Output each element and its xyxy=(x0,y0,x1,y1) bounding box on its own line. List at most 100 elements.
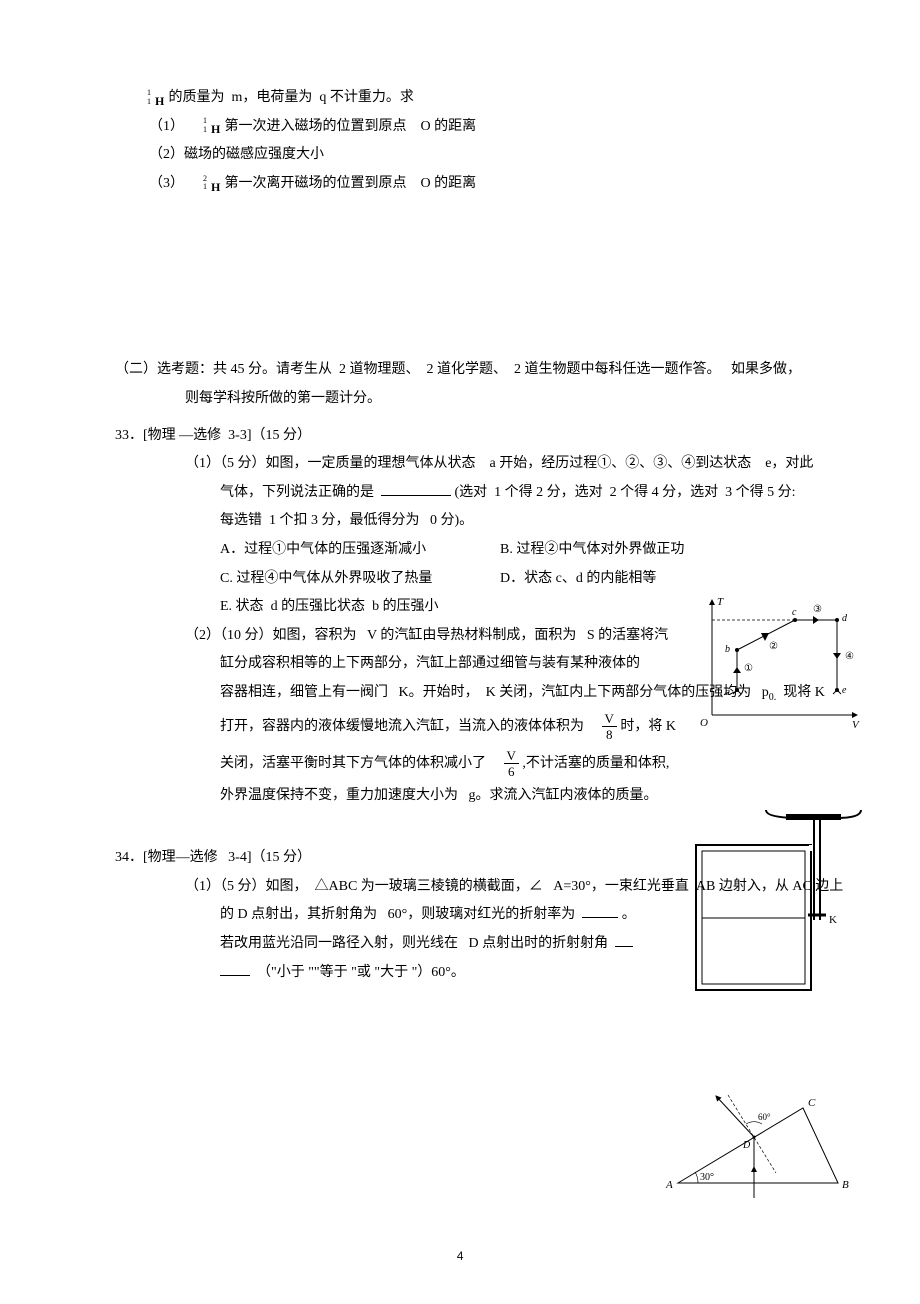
axis-t: T xyxy=(717,596,724,608)
txt: 1 个扣 3 分，最低得分为 xyxy=(269,513,420,528)
pt-e: e xyxy=(842,685,847,696)
pt-a: a xyxy=(725,687,730,698)
figure-cylinder: K xyxy=(686,800,866,995)
opt-b: B. 过程②中气体对外界做正功 xyxy=(500,537,684,564)
lbl-3: ③ xyxy=(813,604,822,615)
txt: 1 个得 2 分，选对 xyxy=(494,485,603,500)
fraction-v8: V 8 xyxy=(602,712,617,741)
blank-input[interactable] xyxy=(220,962,250,976)
q33-p1-l3: 每选错 1 个扣 3 分，最低得分为 0 分)。 xyxy=(115,508,860,535)
txt: D 点射出时的折射射角 xyxy=(469,936,609,951)
q-top-sub1: （1） 1 1 H 第一次进入磁场的位置到原点 O 的距离 xyxy=(115,114,860,141)
pt-b: b xyxy=(725,644,730,655)
txt: 2 道物理题、 xyxy=(339,362,420,377)
pt-c: C xyxy=(808,1097,816,1109)
isotope-h1: 1 1 H xyxy=(149,89,165,107)
txt: O 的距离 xyxy=(421,119,477,134)
pt-b: B xyxy=(842,1179,849,1191)
txt: d 的压强比状态 xyxy=(271,599,366,614)
blank-input[interactable] xyxy=(615,933,633,947)
fraction-v6: V 6 xyxy=(504,749,519,778)
txt: 缸分成容积相等的上下两部分，汽缸上部通过细管与装有某种液体的 xyxy=(220,656,640,671)
txt: （2）（10 分）如图，容积为 xyxy=(185,628,357,643)
txt: 每选错 xyxy=(220,513,262,528)
txt: 第一次离开磁场的位置到原点 xyxy=(225,176,407,191)
section2-heading-l2: 则每学科按所做的第一题计分。 xyxy=(115,386,860,413)
isotope-h1b: 1 1 H xyxy=(205,117,221,135)
txt: 3-3]（15 分） xyxy=(228,428,311,443)
txt: 气体，下列说法正确的是 xyxy=(220,485,374,500)
q-top-sub3: （3） 2 1 H 第一次离开磁场的位置到原点 O 的距离 xyxy=(115,171,860,198)
q-top-line1: 1 1 H 的质量为 m，电荷量为 q 不计重力。求 xyxy=(115,85,860,112)
txt: E. 状态 xyxy=(220,599,264,614)
txt: 2 个得 4 分，选对 xyxy=(610,485,719,500)
txt: 打开，容器内的液体缓慢地流入汽缸，当流入的液体体积为 xyxy=(220,719,584,734)
q33-opts-cd: C. 过程④中气体从外界吸收了热量 D．状态 c、d 的内能相等 xyxy=(115,566,860,593)
txt: 的质量为 xyxy=(169,90,225,105)
txt: 45 分。请考生从 xyxy=(231,362,333,377)
txt: 2 道化学题、 xyxy=(427,362,508,377)
txt: 60°，则玻璃对红光的折射率为 xyxy=(388,907,576,922)
pt-d: d xyxy=(842,613,848,624)
pt-d: D xyxy=(742,1140,751,1151)
txt: 3-4]（15 分） xyxy=(228,850,311,865)
txt: 第一次进入磁场的位置到原点 xyxy=(225,119,407,134)
txt: △ABC 为一玻璃三棱镜的横截面，∠ xyxy=(315,879,543,894)
txt: ,不计活塞的质量和体积, xyxy=(522,756,669,771)
figure-tv-graph: T V O a b c d e ① ② ③ ④ xyxy=(697,595,862,735)
txt: 则每学科按所做的第一题计分。 xyxy=(185,391,381,406)
txt: （"小于 ""等于 "或 "大于 "）60°。 xyxy=(257,965,465,980)
txt: 若改用蓝光沿同一路径入射，则光线在 xyxy=(220,936,458,951)
txt: 外界温度保持不变，重力加速度大小为 xyxy=(220,788,458,803)
pt-a: A xyxy=(665,1179,673,1191)
txt: （1）（5 分）如图， xyxy=(185,879,308,894)
pt-c: c xyxy=(792,607,797,618)
txt: 关闭，活塞平衡时其下方气体的体积减小了 xyxy=(220,756,486,771)
page-number: 4 xyxy=(457,1249,464,1264)
txt: 容器相连，细管上有一阀门 xyxy=(220,685,388,700)
lbl-k: K xyxy=(829,914,837,926)
num: （3） xyxy=(149,176,184,191)
isotope-h2: 2 1 H xyxy=(205,175,221,193)
lbl-2: ② xyxy=(769,641,778,652)
q33-p1-l1: （1）（5 分）如图，一定质量的理想气体从状态 a 开始，经历过程①、②、③、④… xyxy=(115,451,860,478)
txt: m，电荷量为 xyxy=(232,90,313,105)
txt: g。求流入汽缸内液体的质量。 xyxy=(469,788,658,803)
txt: a 开始，经历过程①、②、③、④到达状态 xyxy=(490,456,752,471)
txt: e，对此 xyxy=(765,456,813,471)
txt: A=30°，一束红光垂直 xyxy=(553,879,689,894)
txt: b 的压强小 xyxy=(372,599,439,614)
q33-opts-ab: A．过程①中气体的压强逐渐减小 B. 过程②中气体对外界做正功 xyxy=(115,537,860,564)
txt: K。开始时， xyxy=(399,685,479,700)
txt: 33．[物理 —选修 xyxy=(115,428,221,443)
ang60: 60° xyxy=(758,1112,771,1122)
figure-prism: A B C 30° D 60° xyxy=(658,1088,858,1203)
q-top-sub2: （2）磁场的磁感应强度大小 xyxy=(115,142,860,169)
txt: 0 分)。 xyxy=(430,513,473,528)
txt: （二）选考题：共 xyxy=(115,362,227,377)
blank-input[interactable] xyxy=(381,482,451,496)
opt-a: A．过程①中气体的压强逐渐减小 xyxy=(220,537,500,564)
txt: 的 D 点射出，其折射角为 xyxy=(220,907,377,922)
txt: （2）磁场的磁感应强度大小 xyxy=(149,147,324,162)
section2-heading: （二）选考题：共 45 分。请考生从 2 道物理题、 2 道化学题、 2 道生物… xyxy=(115,357,860,384)
txt: 时，将 K xyxy=(620,719,676,734)
lbl-4: ④ xyxy=(845,651,854,662)
axis-v: V xyxy=(852,719,860,731)
txt: 3 个得 5 分: xyxy=(725,485,795,500)
txt: 如果多做， xyxy=(731,362,801,377)
txt: 34．[物理—选修 xyxy=(115,850,218,865)
ang30: 30° xyxy=(700,1172,714,1183)
q33-p2-l5: 关闭，活塞平衡时其下方气体的体积减小了 V 6 ,不计活塞的质量和体积, xyxy=(115,747,860,781)
opt-c: C. 过程④中气体从外界吸收了热量 xyxy=(220,566,500,593)
txt: (选对 xyxy=(455,485,488,500)
txt: O 的距离 xyxy=(421,176,477,191)
txt: V 的汽缸由导热材料制成，面积为 xyxy=(367,628,576,643)
txt: q 不计重力。求 xyxy=(319,90,414,105)
txt: （1）（5 分）如图，一定质量的理想气体从状态 xyxy=(185,456,476,471)
origin: O xyxy=(700,717,708,729)
txt: 2 道生物题中每科任选一题作答。 xyxy=(514,362,721,377)
blank-input[interactable] xyxy=(582,904,618,918)
num: （1） xyxy=(149,119,184,134)
q33-p1-l2: 气体，下列说法正确的是 (选对 1 个得 2 分，选对 2 个得 4 分，选对 … xyxy=(115,480,860,507)
